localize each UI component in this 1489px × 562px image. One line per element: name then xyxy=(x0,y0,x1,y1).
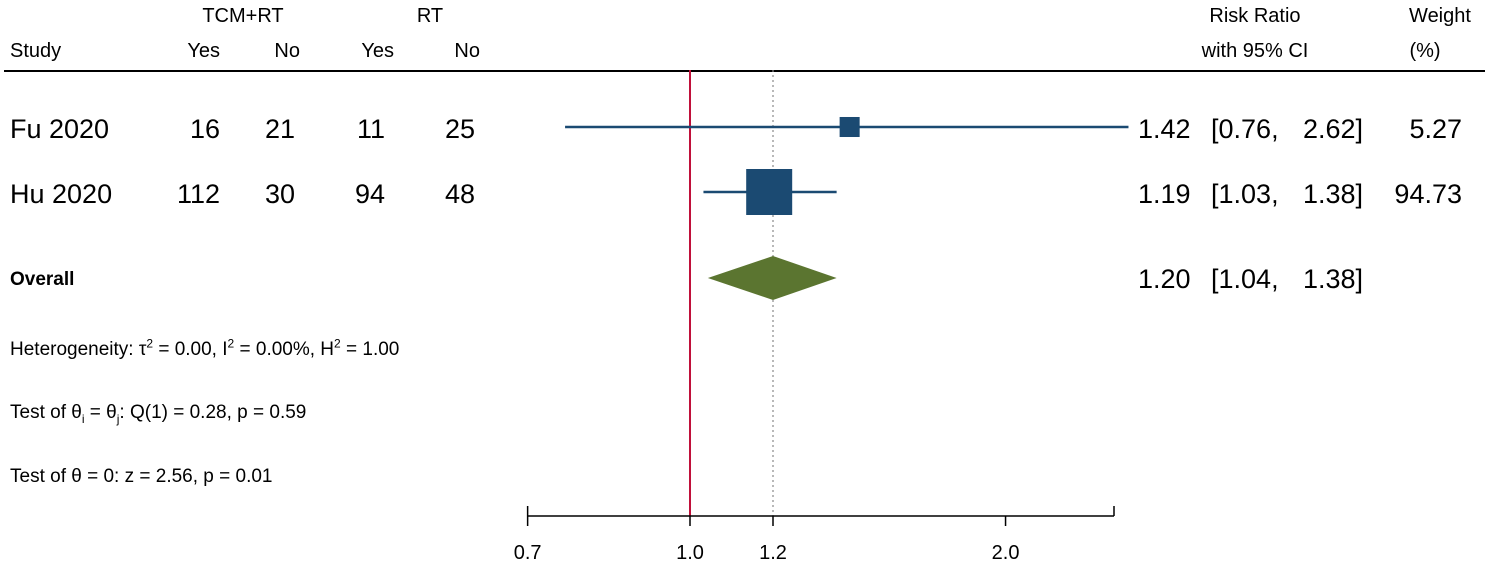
study-yes1: 112 xyxy=(176,179,220,209)
study-yes2: 94 xyxy=(354,179,385,209)
x-axis-tick-label: 1.0 xyxy=(676,542,704,562)
study-ci-high: 1.38] xyxy=(1303,179,1364,209)
homog-sub: i xyxy=(81,411,85,426)
het-prefix: Heterogeneity: τ xyxy=(10,339,147,360)
x-axis-tick-label: 0.7 xyxy=(514,542,542,562)
het-mid: = 0.00%, H xyxy=(234,339,335,360)
study-no1: 30 xyxy=(264,179,295,209)
homog-sub: j xyxy=(116,411,120,426)
het-mid: = 0.00, I xyxy=(153,339,228,360)
study-weight: 94.73 xyxy=(1394,179,1462,209)
study-point-marker xyxy=(746,169,793,215)
effect-test-stat: Test of θ = 0: z = 2.56, p = 0.01 xyxy=(10,466,273,487)
study-rr: 1.42 xyxy=(1138,114,1191,144)
overall-rr: 1.20 xyxy=(1138,264,1191,294)
overall-ci-high: 1.38] xyxy=(1303,264,1364,294)
het-sup: 2 xyxy=(334,336,341,351)
study-rr: 1.19 xyxy=(1138,179,1191,209)
overall-ci-low: 1.04, xyxy=(1218,264,1279,294)
homog-mid: = θ xyxy=(84,402,117,423)
overall-diamond xyxy=(707,256,837,300)
group2-header: RT xyxy=(416,5,444,27)
overall-label: Overall xyxy=(10,269,75,290)
study-yes2: 11 xyxy=(356,114,385,144)
homog-rest: : Q(1) = 0.28, p = 0.59 xyxy=(119,402,307,423)
group1-header: TCM+RT xyxy=(202,5,284,27)
yes1-column-header: Yes xyxy=(187,40,220,62)
het-sup: 2 xyxy=(146,336,154,351)
no2-column-header: No xyxy=(454,40,480,62)
study-point-marker xyxy=(839,116,860,138)
no1-column-header: No xyxy=(274,40,300,62)
study-ci-high: 2.62] xyxy=(1303,114,1364,144)
x-axis-tick-label: 2.0 xyxy=(992,542,1020,562)
study-column-header: Study xyxy=(10,40,62,62)
weight-header: Weight xyxy=(1409,5,1471,27)
weight-unit-header: (%) xyxy=(1409,40,1441,62)
study-ci: [0.76, xyxy=(1211,114,1279,144)
homog-prefix: Test of θ xyxy=(10,402,82,423)
het-end: = 1.00 xyxy=(340,339,400,360)
study-no1: 21 xyxy=(264,114,295,144)
study-no2: 25 xyxy=(444,114,475,144)
heterogeneity-stat: Heterogeneity: τ2 = 0.00, I2 = 0.00%, H2… xyxy=(10,336,400,360)
study-no2: 48 xyxy=(444,179,475,209)
study-yes1: 16 xyxy=(189,114,220,144)
het-sup: 2 xyxy=(227,336,235,351)
yes2-column-header: Yes xyxy=(361,40,394,62)
study-weight: 5.27 xyxy=(1409,114,1462,144)
x-axis-tick-label: 1.2 xyxy=(759,542,787,562)
ci-header: with 95% CI xyxy=(1201,40,1309,62)
overall-ci: [1.04, xyxy=(1211,264,1279,294)
study-name: Fu 2020 xyxy=(10,114,110,144)
study-ci: [1.03, xyxy=(1211,179,1279,209)
study-ci-low: 0.76, xyxy=(1218,114,1279,144)
homogeneity-test-stat: Test of θi = θj: Q(1) = 0.28, p = 0.59 xyxy=(10,402,307,425)
study-name: Hu 2020 xyxy=(10,179,113,209)
risk-ratio-header: Risk Ratio xyxy=(1209,5,1301,27)
study-ci-low: 1.03, xyxy=(1218,179,1279,209)
header-rule xyxy=(4,70,1485,72)
